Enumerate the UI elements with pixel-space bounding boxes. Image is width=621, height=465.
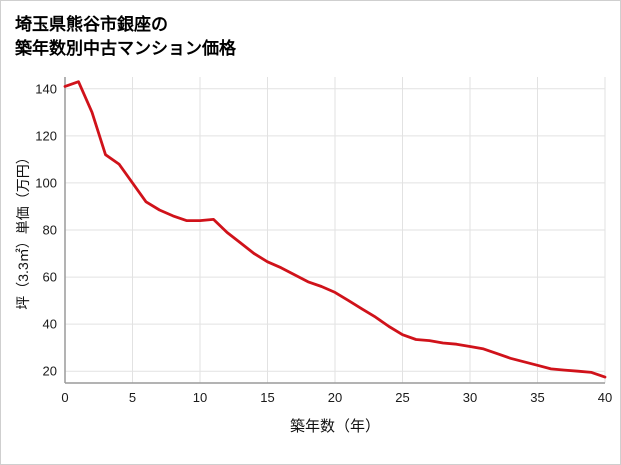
x-tick-label: 0 (61, 390, 68, 405)
y-tick-label: 40 (43, 316, 57, 331)
y-axis-title: 坪（3.3㎡）単価（万円） (15, 150, 31, 309)
chart-title: 埼玉県熊谷市銀座の 築年数別中古マンション価格 (15, 13, 610, 61)
x-tick-label: 30 (463, 390, 477, 405)
price-line (63, 79, 607, 379)
y-tick-label: 120 (35, 128, 57, 143)
y-tick-label: 20 (43, 363, 57, 378)
x-tick-label: 35 (530, 390, 544, 405)
x-tick-label: 25 (395, 390, 409, 405)
x-tick-label: 5 (129, 390, 136, 405)
x-tick-label: 15 (260, 390, 274, 405)
chart-title-line2: 築年数別中古マンション価格 (15, 38, 236, 58)
x-tick-label: 20 (328, 390, 342, 405)
y-tick-label: 60 (43, 269, 57, 284)
line-chart-svg: 20 40 60 80 100 120 140 0 5 10 15 20 25 30 35 40 築年数（年） 坪… (15, 76, 612, 435)
y-tick-label: 80 (43, 222, 57, 237)
x-tick-label: 40 (598, 390, 612, 405)
y-tick-label: 100 (35, 175, 57, 190)
y-tick-label: 140 (35, 81, 57, 96)
chart-title-line1: 埼玉県熊谷市銀座の (15, 15, 168, 34)
x-tick-label: 10 (193, 390, 207, 405)
x-axis-title: 築年数（年） (290, 417, 380, 435)
